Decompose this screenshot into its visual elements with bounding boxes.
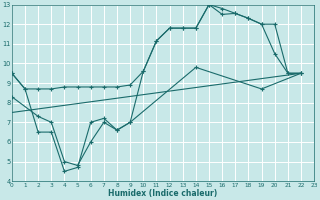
X-axis label: Humidex (Indice chaleur): Humidex (Indice chaleur) — [108, 189, 218, 198]
